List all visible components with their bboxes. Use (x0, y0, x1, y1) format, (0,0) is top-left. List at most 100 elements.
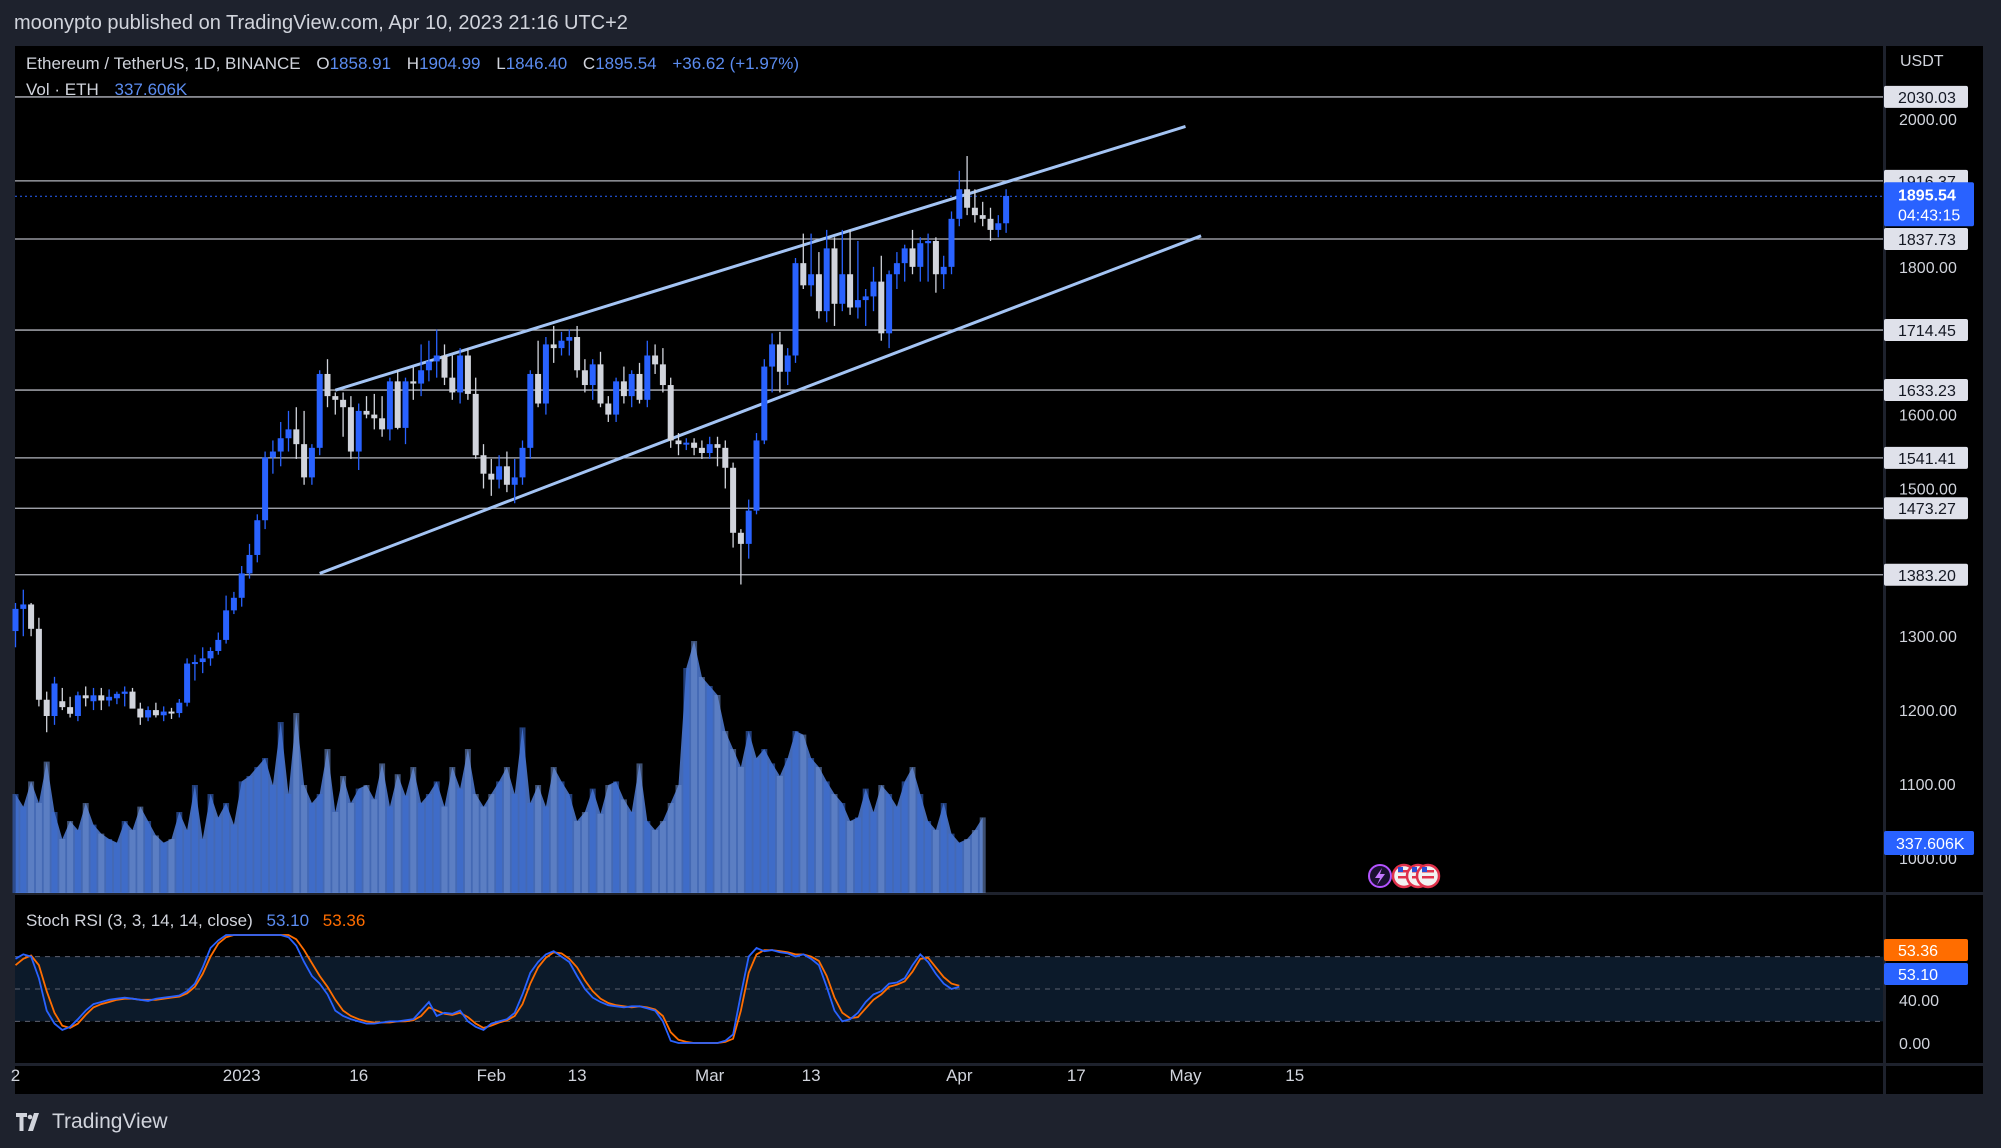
level-price-box (1884, 379, 1968, 402)
candle-body (12, 608, 19, 632)
publish-header: moonypto published on TradingView.com, A… (0, 0, 2001, 46)
volume-bar (558, 781, 565, 893)
candle-body (987, 218, 994, 230)
candle-body (706, 444, 713, 454)
low-value: 1846.40 (505, 54, 568, 73)
price-axis[interactable]: USDT 2000.00 1800.00 1600.00 1500.00 1300.00 1… (1884, 53, 1974, 1053)
volume-bar (238, 781, 245, 893)
candle-body (106, 696, 113, 701)
candle-body (496, 466, 503, 480)
candle-body (605, 403, 612, 415)
volume-label[interactable]: Vol · ETH (26, 80, 99, 99)
level-price-label: 1633.23 (1898, 383, 1956, 400)
volume-bar (425, 794, 432, 893)
volume-bar (254, 767, 261, 893)
time-tick-label: 16 (349, 1066, 368, 1085)
candle-body (35, 628, 42, 700)
candle-body (581, 370, 588, 386)
volume-bar (35, 803, 42, 893)
volume-bar (207, 794, 214, 893)
candle-body (909, 248, 916, 267)
last-price-label: 1895.54 (1898, 187, 1956, 204)
candle-body (511, 477, 518, 485)
level-price-label: 1541.41 (1898, 451, 1956, 468)
volume-bar (386, 806, 393, 893)
candle-body (262, 457, 269, 521)
volume-bar (854, 817, 861, 893)
volume-legend: Vol · ETH 337.606K (26, 80, 190, 100)
last-price-box (1884, 182, 1974, 227)
candle-body (230, 597, 237, 611)
candle-body (730, 467, 737, 533)
stoch-rsi-label[interactable]: Stoch RSI (3, 3, 14, 14, close) (26, 911, 253, 930)
volume-bar (129, 830, 136, 893)
volume-bar (862, 788, 869, 893)
volume-bar (815, 767, 822, 893)
candle-body (784, 355, 791, 372)
candle-body (121, 691, 128, 694)
volume-bar (230, 824, 237, 893)
candle-body (542, 344, 549, 404)
volume-bar (745, 731, 752, 893)
level-price-box (1884, 319, 1968, 342)
volume-bar (472, 794, 479, 893)
symbol-legend: Ethereum / TetherUS, 1D, BINANCE O1858.9… (26, 54, 802, 74)
volume-bar (800, 734, 807, 893)
channel-lower-line[interactable] (319, 234, 1202, 575)
candle-body (925, 240, 932, 244)
candle-body (722, 447, 729, 468)
candle-body (839, 274, 846, 304)
chart-panel[interactable] (15, 46, 1983, 1094)
candle-body (769, 344, 776, 367)
volume-bar (441, 806, 448, 893)
candle-body (667, 385, 674, 441)
candle-body (238, 573, 245, 598)
volume-bar (901, 781, 908, 893)
candle-body (659, 364, 666, 386)
volume-bar (644, 821, 651, 893)
time-tick-label: Mar (695, 1066, 725, 1085)
time-tick-label: 15 (1285, 1066, 1304, 1085)
stoch-k-box (1884, 963, 1968, 985)
candle-body (964, 189, 971, 208)
volume-bar (223, 803, 230, 893)
volume-bar (808, 758, 815, 893)
volume-bar (316, 794, 323, 893)
stoch-tick-label: 0.00 (1899, 1036, 1930, 1053)
candles (12, 156, 1010, 733)
candle-body (449, 377, 456, 393)
volume-bar (893, 806, 900, 893)
volume-bar (730, 749, 737, 893)
channel-upper-line[interactable] (334, 125, 1186, 392)
time-axis[interactable]: 2 2023 16 Feb 13 Mar 13 Apr 17 May 15 (11, 1066, 1304, 1085)
candle-body (145, 710, 152, 718)
volume-bar (948, 833, 955, 893)
stoch-rsi-d-value: 53.36 (322, 911, 366, 930)
volume-bar (402, 795, 409, 893)
time-tick-label: 17 (1067, 1066, 1086, 1085)
volume-bar (753, 758, 760, 893)
tradingview-logo[interactable]: TradingView (16, 1110, 168, 1134)
event-markers[interactable] (1368, 863, 1441, 889)
candle-body (948, 218, 955, 267)
volume-bar (457, 788, 464, 893)
high-label: H (406, 54, 420, 73)
publish-info: moonypto published on TradingView.com, A… (14, 12, 628, 34)
volume-bar (145, 821, 152, 893)
candle-body (379, 418, 386, 430)
price-tick-label: 1000.00 (1899, 851, 1957, 868)
tradingview-brand: TradingView (52, 1110, 168, 1133)
candle-body (90, 695, 97, 702)
level-price-box (1884, 563, 1968, 586)
volume-bar (269, 785, 276, 893)
stoch-rsi-k-value: 53.10 (266, 911, 310, 930)
candle-body (519, 447, 526, 478)
candle-body (979, 215, 986, 219)
symbol-name[interactable]: Ethereum / TetherUS, 1D, BINANCE (26, 54, 301, 73)
volume-bar (722, 731, 729, 893)
flag-stripe (1422, 876, 1434, 879)
volume-bar (956, 842, 963, 893)
volume-bar (597, 813, 604, 893)
price-channel[interactable] (319, 125, 1202, 575)
